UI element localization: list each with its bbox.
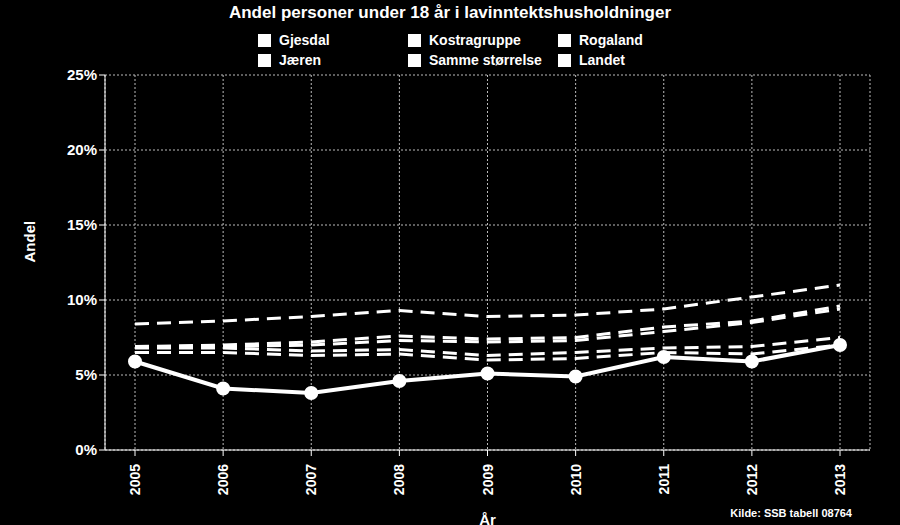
html-text:Andel personer under 18 år i l: Andel personer under 18 år i lavinntekts… xyxy=(229,3,671,22)
svg-text:2010: 2010 xyxy=(568,464,584,495)
svg-text:2012: 2012 xyxy=(744,464,760,495)
svg-text:25%: 25% xyxy=(67,66,97,83)
svg-text:2005: 2005 xyxy=(127,464,143,495)
svg-text:2007: 2007 xyxy=(303,464,319,495)
svg-text:10%: 10% xyxy=(67,291,97,308)
svg-text:2009: 2009 xyxy=(480,464,496,495)
html-text:Rogaland: Rogaland xyxy=(579,32,643,48)
svg-text:2006: 2006 xyxy=(215,464,231,495)
svg-text:2008: 2008 xyxy=(391,464,407,495)
svg-text:2011: 2011 xyxy=(656,464,672,495)
svg-text:Andel: Andel xyxy=(21,221,38,263)
html-text:Gjesdal: Gjesdal xyxy=(279,32,330,48)
svg-text:15%: 15% xyxy=(67,216,97,233)
svg-text:0%: 0% xyxy=(75,441,97,458)
svg-text:20%: 20% xyxy=(67,141,97,158)
html-text:Kilde: SSB tabell 08764: Kilde: SSB tabell 08764 xyxy=(730,507,852,519)
html-text:Jæren: Jæren xyxy=(279,52,321,68)
html-text:Samme størrelse: Samme størrelse xyxy=(429,52,542,68)
svg-text:År: År xyxy=(479,511,496,525)
svg-text:2013: 2013 xyxy=(832,464,848,495)
svg-text:5%: 5% xyxy=(75,366,97,383)
html-text:Landet: Landet xyxy=(579,52,625,68)
html-text:Kostragruppe: Kostragruppe xyxy=(429,32,521,48)
